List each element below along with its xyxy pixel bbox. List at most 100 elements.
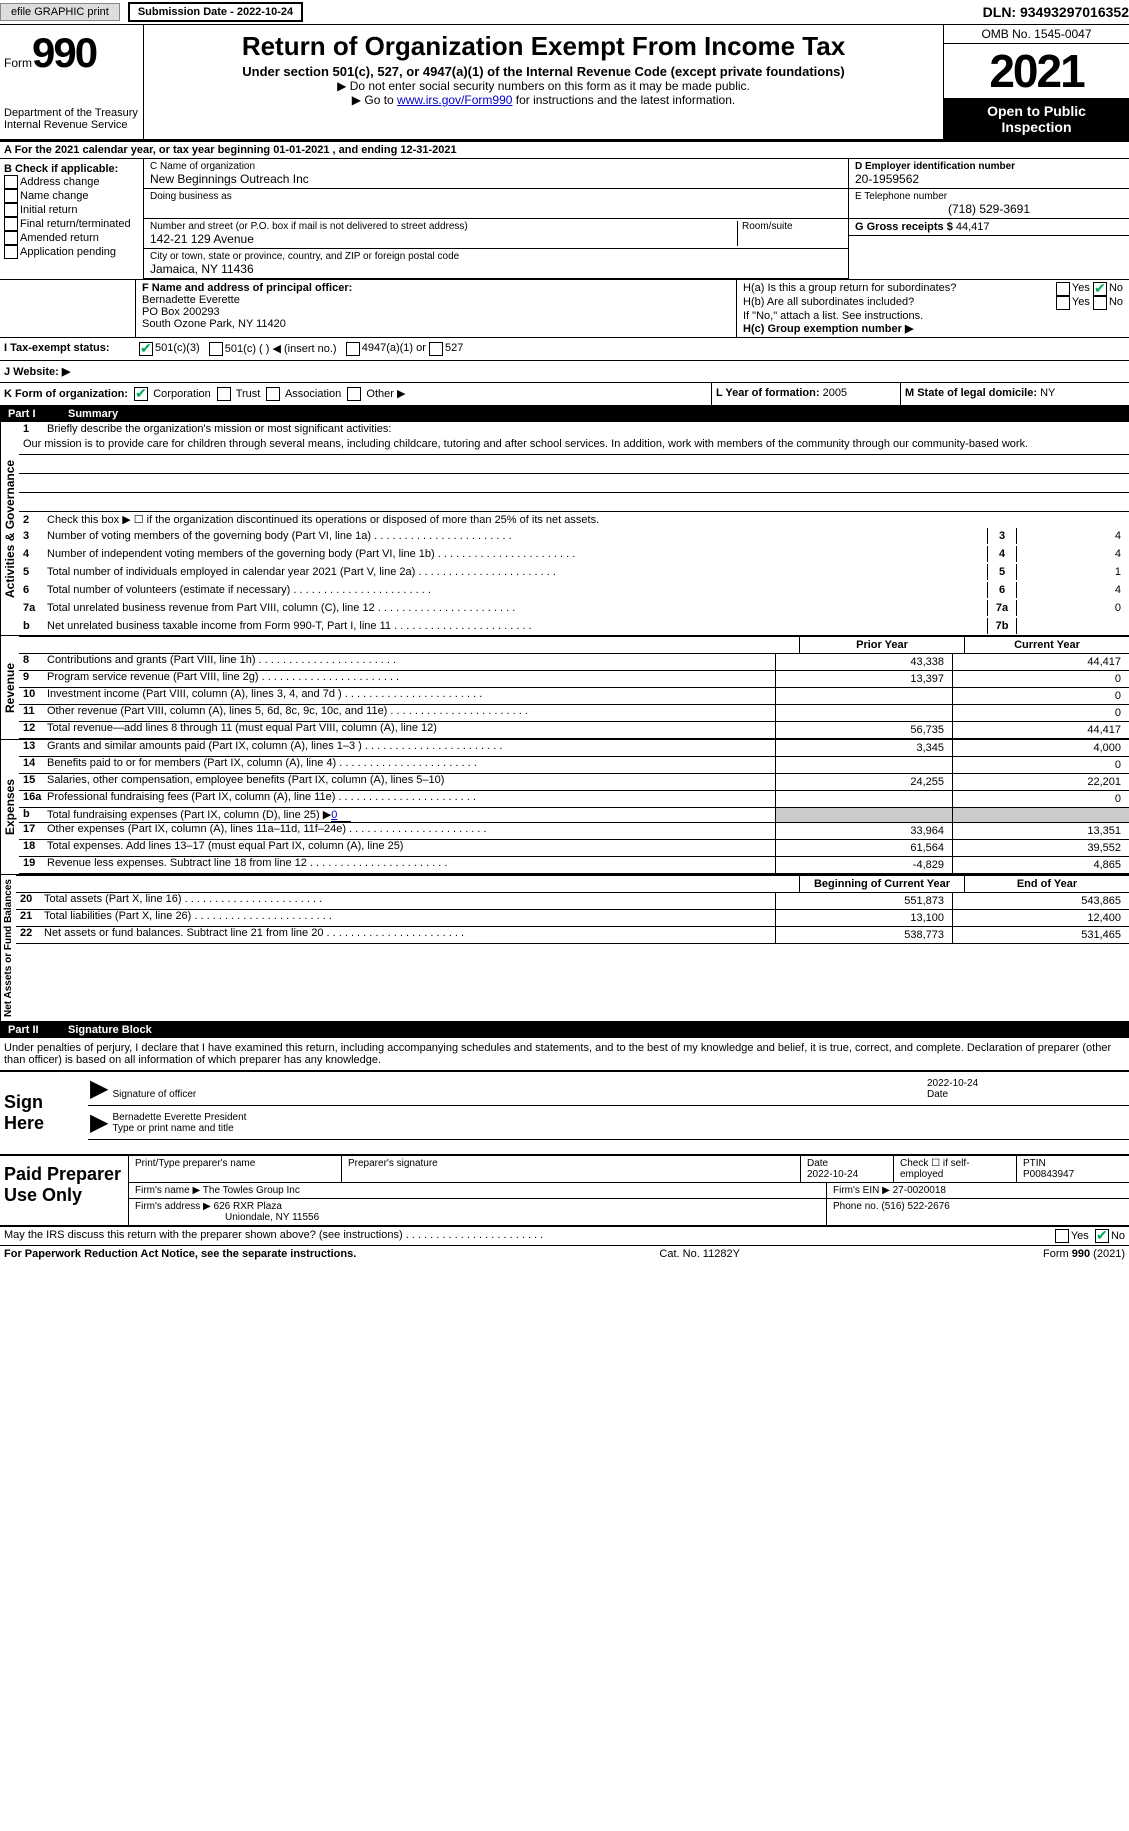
d-ein-label: D Employer identification number bbox=[855, 161, 1123, 172]
l10-prior bbox=[776, 688, 952, 704]
hb-no[interactable] bbox=[1093, 296, 1107, 310]
activities-governance-section: Activities & Governance 1Briefly describ… bbox=[0, 422, 1129, 636]
section-i: I Tax-exempt status: 501(c)(3) 501(c) ( … bbox=[0, 338, 1129, 361]
subtitle: Under section 501(c), 527, or 4947(a)(1)… bbox=[152, 64, 935, 79]
cb-4947[interactable] bbox=[346, 342, 360, 356]
hb-label: H(b) Are all subordinates included? bbox=[743, 296, 1056, 310]
mission-text: Our mission is to provide care for child… bbox=[19, 436, 1129, 455]
city-label: City or town, state or province, country… bbox=[150, 251, 842, 262]
l21-boy: 13,100 bbox=[776, 910, 952, 926]
org-name: New Beginnings Outreach Inc bbox=[150, 172, 842, 186]
l5-val: 1 bbox=[1017, 564, 1125, 580]
hb-note: If "No," attach a list. See instructions… bbox=[743, 310, 1123, 322]
part2-header: Part II Signature Block bbox=[0, 1022, 1129, 1038]
ssn-warning: ▶ Do not enter social security numbers o… bbox=[152, 79, 935, 93]
officer-sig-name: Bernadette Everette President bbox=[112, 1112, 1127, 1123]
dln: DLN: 93493297016352 bbox=[983, 4, 1129, 20]
officer-name: Bernadette Everette bbox=[142, 294, 730, 306]
ha-label: H(a) Is this a group return for subordin… bbox=[743, 282, 1056, 296]
cb-other[interactable] bbox=[347, 387, 361, 401]
l17-current: 13,351 bbox=[952, 823, 1129, 839]
irs-label: Internal Revenue Service bbox=[4, 119, 139, 131]
irs-link[interactable]: www.irs.gov/Form990 bbox=[397, 93, 512, 107]
l7b-val bbox=[1017, 624, 1125, 628]
cb-app-pending[interactable] bbox=[4, 245, 18, 259]
form-number: 990 bbox=[32, 29, 96, 77]
cb-assoc[interactable] bbox=[266, 387, 280, 401]
cb-corp[interactable] bbox=[134, 387, 148, 401]
sig-declaration: Under penalties of perjury, I declare th… bbox=[0, 1038, 1129, 1070]
cb-501c3[interactable] bbox=[139, 342, 153, 356]
l7a-val: 0 bbox=[1017, 600, 1125, 616]
inspection-box: Open to Public Inspection bbox=[944, 99, 1129, 139]
footer: For Paperwork Reduction Act Notice, see … bbox=[0, 1246, 1129, 1262]
l16a-current: 0 bbox=[952, 791, 1129, 807]
cb-527[interactable] bbox=[429, 342, 443, 356]
l21-eoy: 12,400 bbox=[952, 910, 1129, 926]
l22-boy: 538,773 bbox=[776, 927, 952, 943]
l20-boy: 551,873 bbox=[776, 893, 952, 909]
l16a-prior bbox=[776, 791, 952, 807]
cat-no: Cat. No. 11282Y bbox=[659, 1248, 740, 1260]
expenses-section: Expenses 13Grants and similar amounts pa… bbox=[0, 740, 1129, 875]
cb-address-change[interactable] bbox=[4, 175, 18, 189]
sign-here-label: Sign Here bbox=[0, 1072, 88, 1154]
preparer-block: Paid Preparer Use Only Print/Type prepar… bbox=[0, 1156, 1129, 1227]
l11-prior bbox=[776, 705, 952, 721]
hb-yes[interactable] bbox=[1056, 296, 1070, 310]
l22-eoy: 531,465 bbox=[952, 927, 1129, 943]
sign-here-block: Sign Here ▶ Signature of officer 2022-10… bbox=[0, 1070, 1129, 1156]
revenue-section: Revenue Prior YearCurrent Year 8Contribu… bbox=[0, 636, 1129, 740]
l9-current: 0 bbox=[952, 671, 1129, 687]
firm-addr: 626 RXR Plaza bbox=[214, 1201, 282, 1212]
gross-receipts: 44,417 bbox=[956, 221, 990, 233]
section-fh: F Name and address of principal officer:… bbox=[0, 280, 1129, 338]
efile-button[interactable]: efile GRAPHIC print bbox=[0, 3, 120, 21]
l10-current: 0 bbox=[952, 688, 1129, 704]
f-label: F Name and address of principal officer: bbox=[142, 282, 730, 294]
firm-phone: (516) 522-2676 bbox=[881, 1201, 949, 1212]
ha-yes[interactable] bbox=[1056, 282, 1070, 296]
vert-rev: Revenue bbox=[0, 636, 19, 739]
l8-current: 44,417 bbox=[952, 654, 1129, 670]
ha-no[interactable] bbox=[1093, 282, 1107, 296]
cb-trust[interactable] bbox=[217, 387, 231, 401]
cb-initial-return[interactable] bbox=[4, 203, 18, 217]
l16b-val[interactable]: 0 bbox=[331, 809, 351, 822]
l17-prior: 33,964 bbox=[776, 823, 952, 839]
l18-current: 39,552 bbox=[952, 840, 1129, 856]
discuss-no[interactable] bbox=[1095, 1229, 1109, 1243]
part1-header: Part I Summary bbox=[0, 406, 1129, 422]
arrow-icon: ▶ bbox=[90, 1074, 108, 1103]
l9-prior: 13,397 bbox=[776, 671, 952, 687]
submission-date: Submission Date - 2022-10-24 bbox=[128, 2, 303, 22]
street-addr: 142-21 129 Avenue bbox=[150, 232, 737, 246]
l11-current: 0 bbox=[952, 705, 1129, 721]
ptin: P00843947 bbox=[1023, 1169, 1074, 1180]
b-label: B Check if applicable: bbox=[4, 163, 139, 175]
net-assets-section: Net Assets or Fund Balances Beginning of… bbox=[0, 875, 1129, 1022]
form-version: Form 990 (2021) bbox=[1043, 1248, 1125, 1260]
l15-current: 22,201 bbox=[952, 774, 1129, 790]
discuss-yes[interactable] bbox=[1055, 1229, 1069, 1243]
l14-current: 0 bbox=[952, 757, 1129, 773]
cb-501c[interactable] bbox=[209, 342, 223, 356]
form-word: Form bbox=[4, 56, 32, 70]
sig-date: 2022-10-24 bbox=[927, 1078, 1127, 1089]
room-label: Room/suite bbox=[742, 221, 842, 232]
l19-current: 4,865 bbox=[952, 857, 1129, 873]
may-discuss-row: May the IRS discuss this return with the… bbox=[0, 1227, 1129, 1246]
form-header: Form 990 Department of the Treasury Inte… bbox=[0, 25, 1129, 141]
cb-amended[interactable] bbox=[4, 231, 18, 245]
cb-final-return[interactable] bbox=[4, 217, 18, 231]
officer-addr2: South Ozone Park, NY 11420 bbox=[142, 318, 730, 330]
cb-name-change[interactable] bbox=[4, 189, 18, 203]
prep-date: 2022-10-24 bbox=[807, 1169, 858, 1180]
vert-na: Net Assets or Fund Balances bbox=[0, 875, 16, 1021]
city-value: Jamaica, NY 11436 bbox=[150, 262, 842, 276]
section-b: B Check if applicable: Address change Na… bbox=[0, 159, 1129, 280]
officer-addr1: PO Box 200293 bbox=[142, 306, 730, 318]
firm-addr2: Uniondale, NY 11556 bbox=[225, 1212, 319, 1223]
l19-prior: -4,829 bbox=[776, 857, 952, 873]
l12-prior: 56,735 bbox=[776, 722, 952, 738]
